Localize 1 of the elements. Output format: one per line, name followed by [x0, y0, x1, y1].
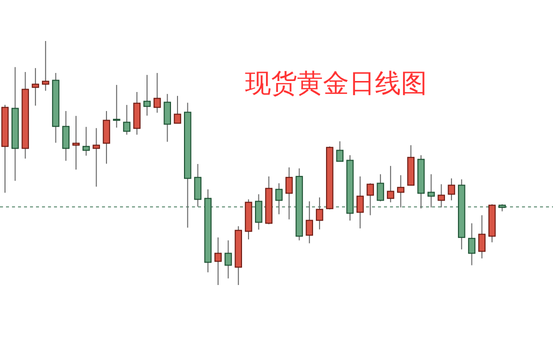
text: 现货黄金日线图: [245, 69, 427, 99]
